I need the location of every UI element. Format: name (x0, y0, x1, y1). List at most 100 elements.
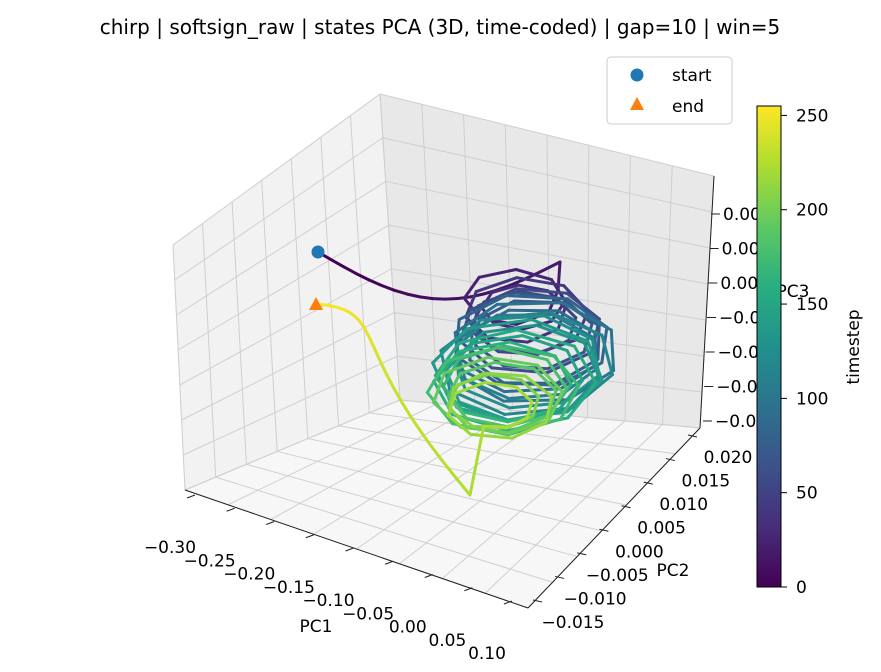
trajectory-segment (530, 318, 590, 343)
y-tick-label: 0.020 (704, 448, 753, 468)
trajectory-segment (572, 344, 598, 385)
trajectory-segment (468, 424, 486, 497)
trajectory-segment (545, 358, 569, 390)
trajectory-segment (441, 357, 461, 389)
trajectory-segment (410, 417, 421, 431)
grid-line (399, 417, 588, 565)
trajectory-segment (465, 425, 511, 436)
trajectory-segment (398, 398, 408, 411)
x-tick-label: −0.25 (184, 551, 236, 571)
grid-line (184, 399, 401, 491)
end-marker (309, 297, 323, 310)
colorbar-gradient (756, 105, 782, 588)
trajectory-segment (474, 276, 519, 294)
y-tick-mark (577, 552, 587, 556)
trajectory-segment (442, 355, 490, 375)
trajectory-segment (548, 311, 604, 337)
start-marker (311, 245, 325, 259)
z-tick-label: 0.00 (720, 274, 758, 294)
trajectory-segment (566, 381, 598, 420)
trajectory-segment (448, 408, 475, 428)
grid-line (662, 165, 673, 425)
trajectory-segment (342, 265, 358, 276)
trajectory-segment (487, 373, 523, 382)
x-tick-mark (305, 534, 315, 539)
trajectory-segment (552, 354, 581, 388)
trajectory-segment (463, 377, 511, 400)
y-axis-label: PC2 (657, 561, 690, 581)
trajectory-segment (468, 358, 506, 385)
trajectory-segment (523, 374, 554, 398)
x-tick-mark (424, 574, 433, 578)
trajectory-segment (438, 456, 450, 470)
x-tick-mark (226, 507, 235, 512)
trajectory-segment (469, 432, 514, 440)
trajectory-segment (515, 328, 576, 348)
trajectory-segment (502, 344, 556, 358)
y-tick-label: 0.000 (615, 542, 664, 562)
trajectory-segment (551, 313, 594, 339)
grid-line (421, 104, 438, 404)
x-tick-mark (464, 587, 473, 592)
trajectory-segment (432, 371, 446, 404)
grid-line (270, 406, 476, 520)
x-tick-mark (345, 547, 354, 552)
y-tick-mark (555, 575, 565, 579)
grid-line (391, 268, 707, 321)
trajectory-segment (519, 378, 540, 398)
grid-line (397, 355, 703, 393)
trajectory-segment (462, 410, 510, 424)
z-tick-label: −0.00 (715, 412, 767, 432)
z-tick-label: 0.00 (722, 240, 760, 260)
grid-line (463, 114, 476, 408)
trajectory-segment (329, 257, 345, 269)
trajectory-segment (471, 334, 524, 345)
grid-line (388, 224, 709, 285)
trajectory-segment (547, 390, 564, 422)
trajectory-segment (534, 323, 586, 345)
trajectory-segment (446, 372, 462, 398)
trajectory-segment (507, 418, 551, 436)
y-tick-mark (599, 528, 609, 532)
grid-line (183, 355, 398, 456)
colorbar-tick-label: 0 (796, 578, 807, 598)
grid-line (177, 224, 389, 351)
trajectory-segment (492, 360, 536, 371)
grid-line (179, 268, 392, 386)
legend-end-label: end (672, 97, 704, 117)
trajectory-segment (457, 340, 512, 353)
trajectory-segment (533, 266, 549, 277)
trajectory-segment (477, 268, 518, 279)
x-tick-mark (266, 521, 275, 525)
y-axis-ticks: −0.015 −0.010 −0.005 0.000 0.005 0.010 0.015 0.… (532, 434, 753, 633)
grid-line (504, 124, 513, 411)
state-trajectory (314, 250, 616, 497)
trajectory-segment (443, 297, 460, 301)
legend-end-icon (630, 97, 644, 110)
y-tick-mark (532, 599, 543, 603)
trajectory-segment (531, 394, 540, 418)
grid-line (174, 137, 384, 281)
trajectory-segment (542, 314, 594, 341)
trajectory-segment (479, 314, 546, 322)
y-tick-label: 0.015 (682, 472, 731, 492)
x-tick-mark (384, 560, 394, 565)
trajectory-segment (452, 371, 486, 390)
grid-line (246, 463, 578, 558)
trajectory-segment (354, 272, 371, 282)
trajectory-segment (505, 416, 529, 429)
trajectory-segment (560, 301, 613, 332)
trajectory-segment (514, 268, 553, 282)
grid-line (441, 420, 626, 579)
grid-line (261, 180, 278, 452)
trajectory-segment (600, 333, 614, 377)
trajectory-segment (525, 400, 534, 420)
trajectory-segment (559, 362, 599, 391)
x-tick-mark (503, 600, 513, 605)
trajectory-segment (510, 421, 548, 440)
trajectory-segment (565, 291, 601, 321)
legend-start-icon (630, 68, 644, 82)
trajectory-segment (454, 476, 465, 489)
colorbar-tick-label: 250 (796, 106, 828, 126)
